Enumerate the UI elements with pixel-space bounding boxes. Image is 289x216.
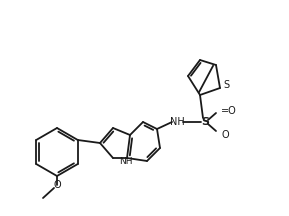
Text: O: O [53,180,61,190]
Text: O: O [221,130,229,140]
Text: =O: =O [221,106,237,116]
Text: NH: NH [119,157,132,167]
Text: S: S [201,117,209,127]
Text: NH: NH [170,117,184,127]
Text: S: S [223,80,229,90]
